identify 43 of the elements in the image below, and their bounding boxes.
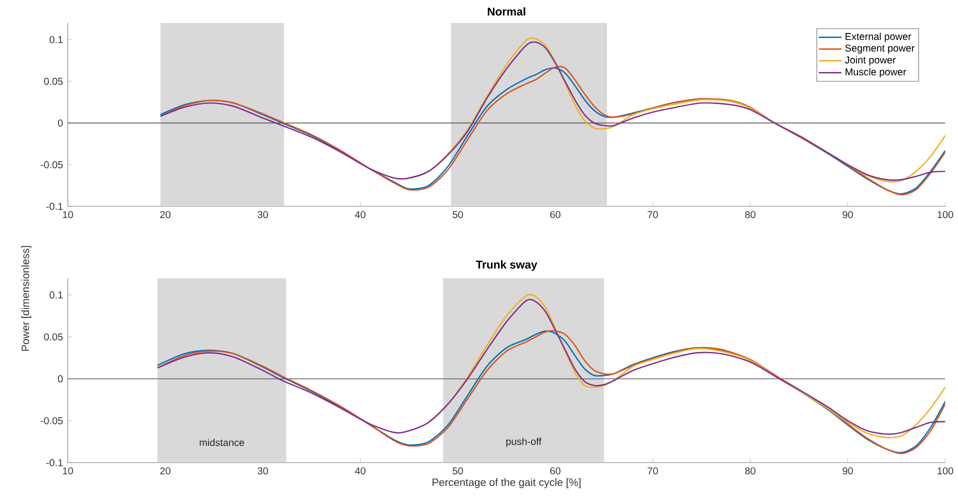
y-tick-label: -0.1 <box>46 459 63 466</box>
x-tick-label: 100 <box>938 468 954 475</box>
y-tick-label: 0.05 <box>44 334 63 341</box>
x-tick-label: 70 <box>648 468 658 475</box>
x-tick-label: 80 <box>745 211 756 218</box>
x-tick-label: 40 <box>354 211 366 218</box>
legend-label: Muscle power <box>846 68 906 78</box>
y-tick-label: 0 <box>58 120 63 127</box>
x-tick-label: 90 <box>842 211 853 218</box>
line-series <box>156 300 946 436</box>
x-tick-label: 60 <box>550 211 560 218</box>
y-axis-title: Power [dimensionless] <box>21 246 32 352</box>
band-label: midstance <box>200 438 244 446</box>
x-tick-label: 30 <box>258 211 268 218</box>
y-tick-label: -0.05 <box>40 161 63 168</box>
line-series <box>160 42 946 181</box>
y-tick-label: -0.05 <box>40 417 63 424</box>
chart-title: Trunk sway <box>476 260 538 272</box>
x-tick-label: 100 <box>938 211 954 218</box>
x-tick-label: 10 <box>63 211 73 218</box>
x-tick-label: 30 <box>258 468 268 475</box>
y-tick-label: 0.05 <box>44 78 63 86</box>
band-label: push-off <box>506 438 542 448</box>
x-tick-label: 40 <box>354 468 366 475</box>
legend-label: External power <box>846 32 912 42</box>
y-tick-label: -0.1 <box>46 203 63 210</box>
x-tick-label: 70 <box>648 211 658 218</box>
x-tick-label: 20 <box>160 468 170 475</box>
legend-label: Segment power <box>845 44 914 54</box>
line-series <box>428 294 946 438</box>
y-tick-label: 0 <box>58 376 63 383</box>
chart-title: Normal <box>488 8 526 16</box>
x-tick-label: 60 <box>550 468 560 475</box>
x-tick-label: 20 <box>160 211 170 218</box>
x-axis-title: Percentage of the gait cycle [%] <box>432 478 581 488</box>
x-tick-label: 50 <box>452 468 463 475</box>
x-tick-label: 50 <box>452 211 463 218</box>
x-tick-label: 80 <box>745 468 756 475</box>
x-tick-label: 90 <box>842 468 853 475</box>
y-tick-label: 0.1 <box>50 36 63 44</box>
y-tick-label: 0.1 <box>50 292 63 299</box>
legend-label: Joint power <box>844 56 896 66</box>
x-tick-label: 10 <box>63 468 73 475</box>
